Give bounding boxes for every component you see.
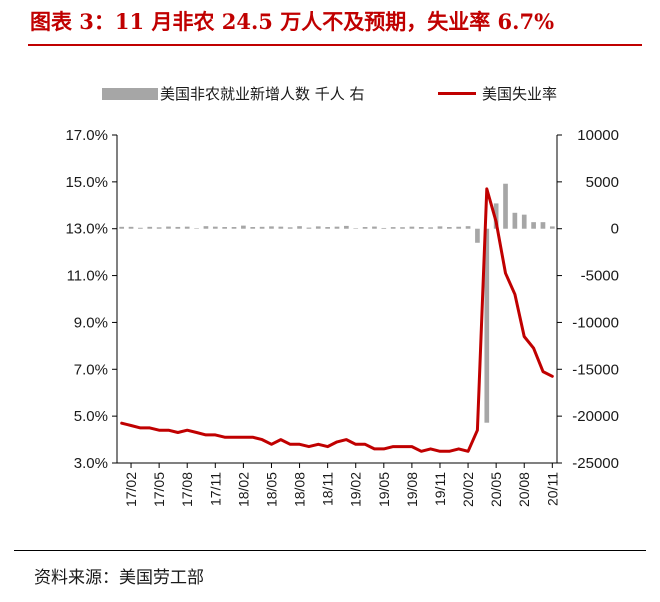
payrolls-bar xyxy=(465,226,471,229)
payrolls-bar xyxy=(184,226,190,229)
left-axis-tick-label: 15.0% xyxy=(65,174,108,191)
x-axis-tick-label: 18/11 xyxy=(320,472,336,506)
payrolls-bar xyxy=(456,226,462,229)
left-axis-tick-label: 3.0% xyxy=(74,455,108,472)
payrolls-bar xyxy=(512,212,518,229)
x-axis-tick-label: 17/11 xyxy=(207,472,223,506)
x-axis-tick-label: 19/02 xyxy=(348,472,364,507)
payrolls-bar xyxy=(241,225,246,229)
legend-label-unemployment: 美国失业率 xyxy=(482,85,558,103)
x-axis-tick-label: 19/11 xyxy=(432,472,448,506)
x-axis-tick-label: 18/08 xyxy=(292,472,308,507)
x-axis-tick-label: 17/05 xyxy=(151,472,167,507)
legend-swatch-bar xyxy=(102,87,158,100)
x-axis-tick-label: 20/08 xyxy=(516,472,532,507)
payrolls-bar xyxy=(549,226,555,229)
legend-item-payrolls: 美国非农就业新增人数 千人 右 xyxy=(102,83,365,104)
payrolls-bar xyxy=(400,227,405,229)
left-axis-tick-label: 13.0% xyxy=(65,221,108,238)
left-axis-tick-label: 5.0% xyxy=(74,408,108,425)
legend-label-payrolls: 美国非农就业新增人数 千人 右 xyxy=(160,85,365,103)
payrolls-bar xyxy=(297,226,302,229)
payrolls-bar xyxy=(166,226,171,229)
payrolls-bar xyxy=(409,226,415,229)
x-axis-tick-label: 17/08 xyxy=(179,472,195,507)
right-axis-tick-label: 10000 xyxy=(577,127,619,144)
payrolls-bar xyxy=(381,227,387,229)
payrolls-bar xyxy=(156,227,162,229)
payrolls-bar xyxy=(128,226,134,229)
payrolls-bar xyxy=(493,203,499,229)
payrolls-bar xyxy=(269,226,274,229)
payrolls-bar xyxy=(334,226,340,229)
payrolls-bar xyxy=(250,227,256,229)
payrolls-bar xyxy=(306,227,312,229)
payrolls-bar xyxy=(119,226,125,229)
left-axis-tick-label: 11.0% xyxy=(67,268,108,285)
payrolls-bar xyxy=(147,226,153,229)
payrolls-bar xyxy=(212,226,218,229)
right-axis-tick-label: -5000 xyxy=(581,268,619,285)
x-axis-tick-label: 20/11 xyxy=(544,472,560,506)
payrolls-bar xyxy=(203,226,209,229)
right-axis-tick-label: -10000 xyxy=(572,314,619,331)
chart-title: 图表 3：11 月非农 24.5 万人不及预期，失业率 6.7% xyxy=(30,9,555,34)
payrolls-bar xyxy=(278,226,284,229)
source-note: 资料来源：美国劳工部 xyxy=(34,568,204,588)
payrolls-bar xyxy=(175,226,181,229)
x-axis-tick-label: 20/05 xyxy=(488,472,504,507)
x-axis-tick-label: 17/02 xyxy=(123,472,139,507)
chart-canvas: 3.0% 5.0% 7.0% 9.0% 11.0% 13.0% 15.0% 17.0% 1000… xyxy=(65,127,619,507)
left-axis-tick-label: 17.0% xyxy=(65,127,108,144)
payrolls-bar xyxy=(231,227,237,229)
payrolls-bar xyxy=(418,227,424,229)
right-axis-tick-label: -25000 xyxy=(572,455,619,472)
legend-swatch-line xyxy=(438,92,476,95)
payrolls-bar xyxy=(259,226,265,229)
payrolls-bar xyxy=(475,228,480,243)
x-axis-tick-label: 18/02 xyxy=(235,472,251,507)
chart-legend: 美国非农就业新增人数 千人 右 美国失业率 xyxy=(0,83,660,107)
payrolls-bar xyxy=(390,227,396,229)
payrolls-bar xyxy=(521,214,527,229)
unemployment-rate-line xyxy=(120,187,554,453)
right-axis-tick-label: 0 xyxy=(611,221,619,238)
x-axis-tick-label: 18/05 xyxy=(263,472,279,507)
payrolls-bar xyxy=(344,225,349,229)
source-divider xyxy=(14,550,646,551)
x-axis-tick-label: 20/02 xyxy=(460,472,476,507)
payrolls-bar xyxy=(484,228,490,423)
payrolls-bar xyxy=(503,183,508,229)
payrolls-bar xyxy=(353,228,359,229)
payrolls-bar xyxy=(372,226,377,229)
payrolls-bar xyxy=(325,227,330,229)
payrolls-bar xyxy=(194,228,199,229)
payrolls-bar xyxy=(447,227,452,229)
legend-item-unemployment: 美国失业率 xyxy=(438,83,557,104)
payrolls-bar xyxy=(437,226,443,229)
payrolls-bar xyxy=(531,222,536,229)
x-axis-tick-label: 19/08 xyxy=(404,472,420,507)
payrolls-bar xyxy=(138,227,143,229)
right-axis-tick-label: -20000 xyxy=(572,408,619,425)
right-axis-tick-label: -15000 xyxy=(572,361,619,378)
payrolls-bar xyxy=(428,227,433,229)
payrolls-bar xyxy=(287,227,293,229)
left-axis-tick-label: 7.0% xyxy=(74,361,108,378)
payrolls-bar xyxy=(315,226,321,229)
title-divider xyxy=(28,44,642,46)
left-axis-tick-label: 9.0% xyxy=(74,314,108,331)
payrolls-bar xyxy=(540,222,546,229)
payrolls-bar xyxy=(222,227,227,229)
payrolls-bar xyxy=(362,227,368,229)
right-axis-tick-label: 5000 xyxy=(586,174,619,191)
x-axis-tick-label: 19/05 xyxy=(376,472,392,507)
